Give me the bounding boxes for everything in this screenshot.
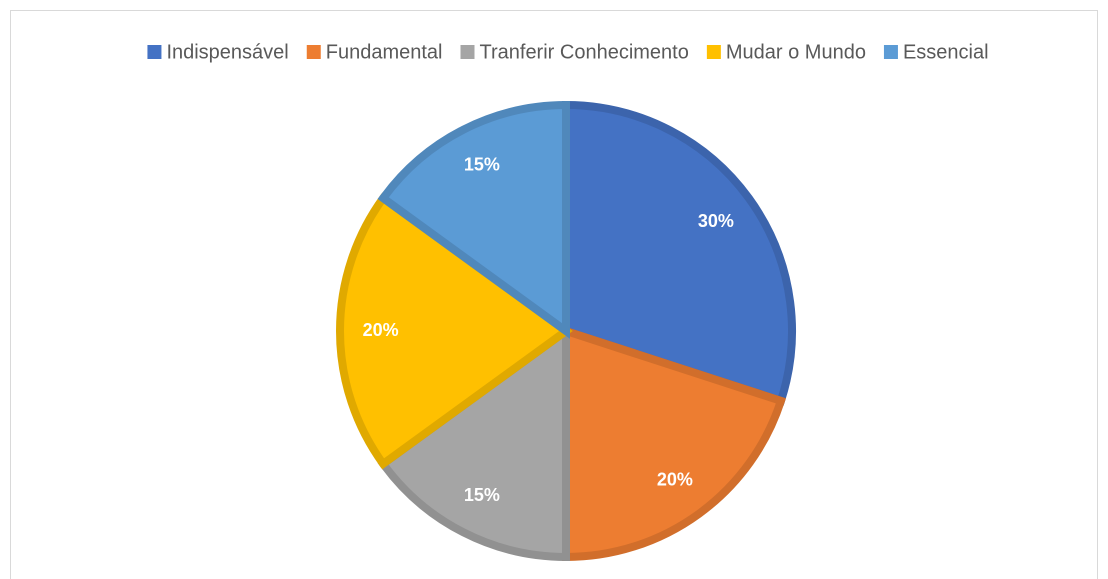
legend-label: Tranferir Conhecimento: [480, 41, 689, 63]
legend-label: Essencial: [903, 41, 989, 63]
pie-slice: [336, 192, 573, 470]
data-label: 15%: [464, 485, 500, 505]
data-label: 20%: [657, 470, 693, 490]
legend-label: Mudar o Mundo: [726, 41, 866, 63]
legend-swatch: [147, 45, 162, 59]
data-label: 20%: [363, 320, 399, 340]
legend-label: Indispensável: [166, 41, 288, 63]
pie-slice: [377, 100, 570, 339]
legend-swatch: [883, 45, 898, 59]
data-labels: 30% 20% 15% 20% 15%: [363, 155, 734, 505]
pie: [336, 100, 796, 562]
legend-swatch: [306, 45, 321, 59]
legend: Indispensável Fundamental Tranferir Conhec…: [147, 41, 989, 63]
legend-label: Fundamental: [326, 41, 443, 63]
pie-slice: [377, 323, 570, 562]
data-label: 30%: [698, 211, 734, 231]
pie-slice: [562, 325, 786, 562]
data-label: 15%: [464, 155, 500, 175]
legend-swatch: [706, 45, 721, 59]
legend-swatch: [460, 45, 475, 59]
pie-slice: [562, 100, 796, 406]
